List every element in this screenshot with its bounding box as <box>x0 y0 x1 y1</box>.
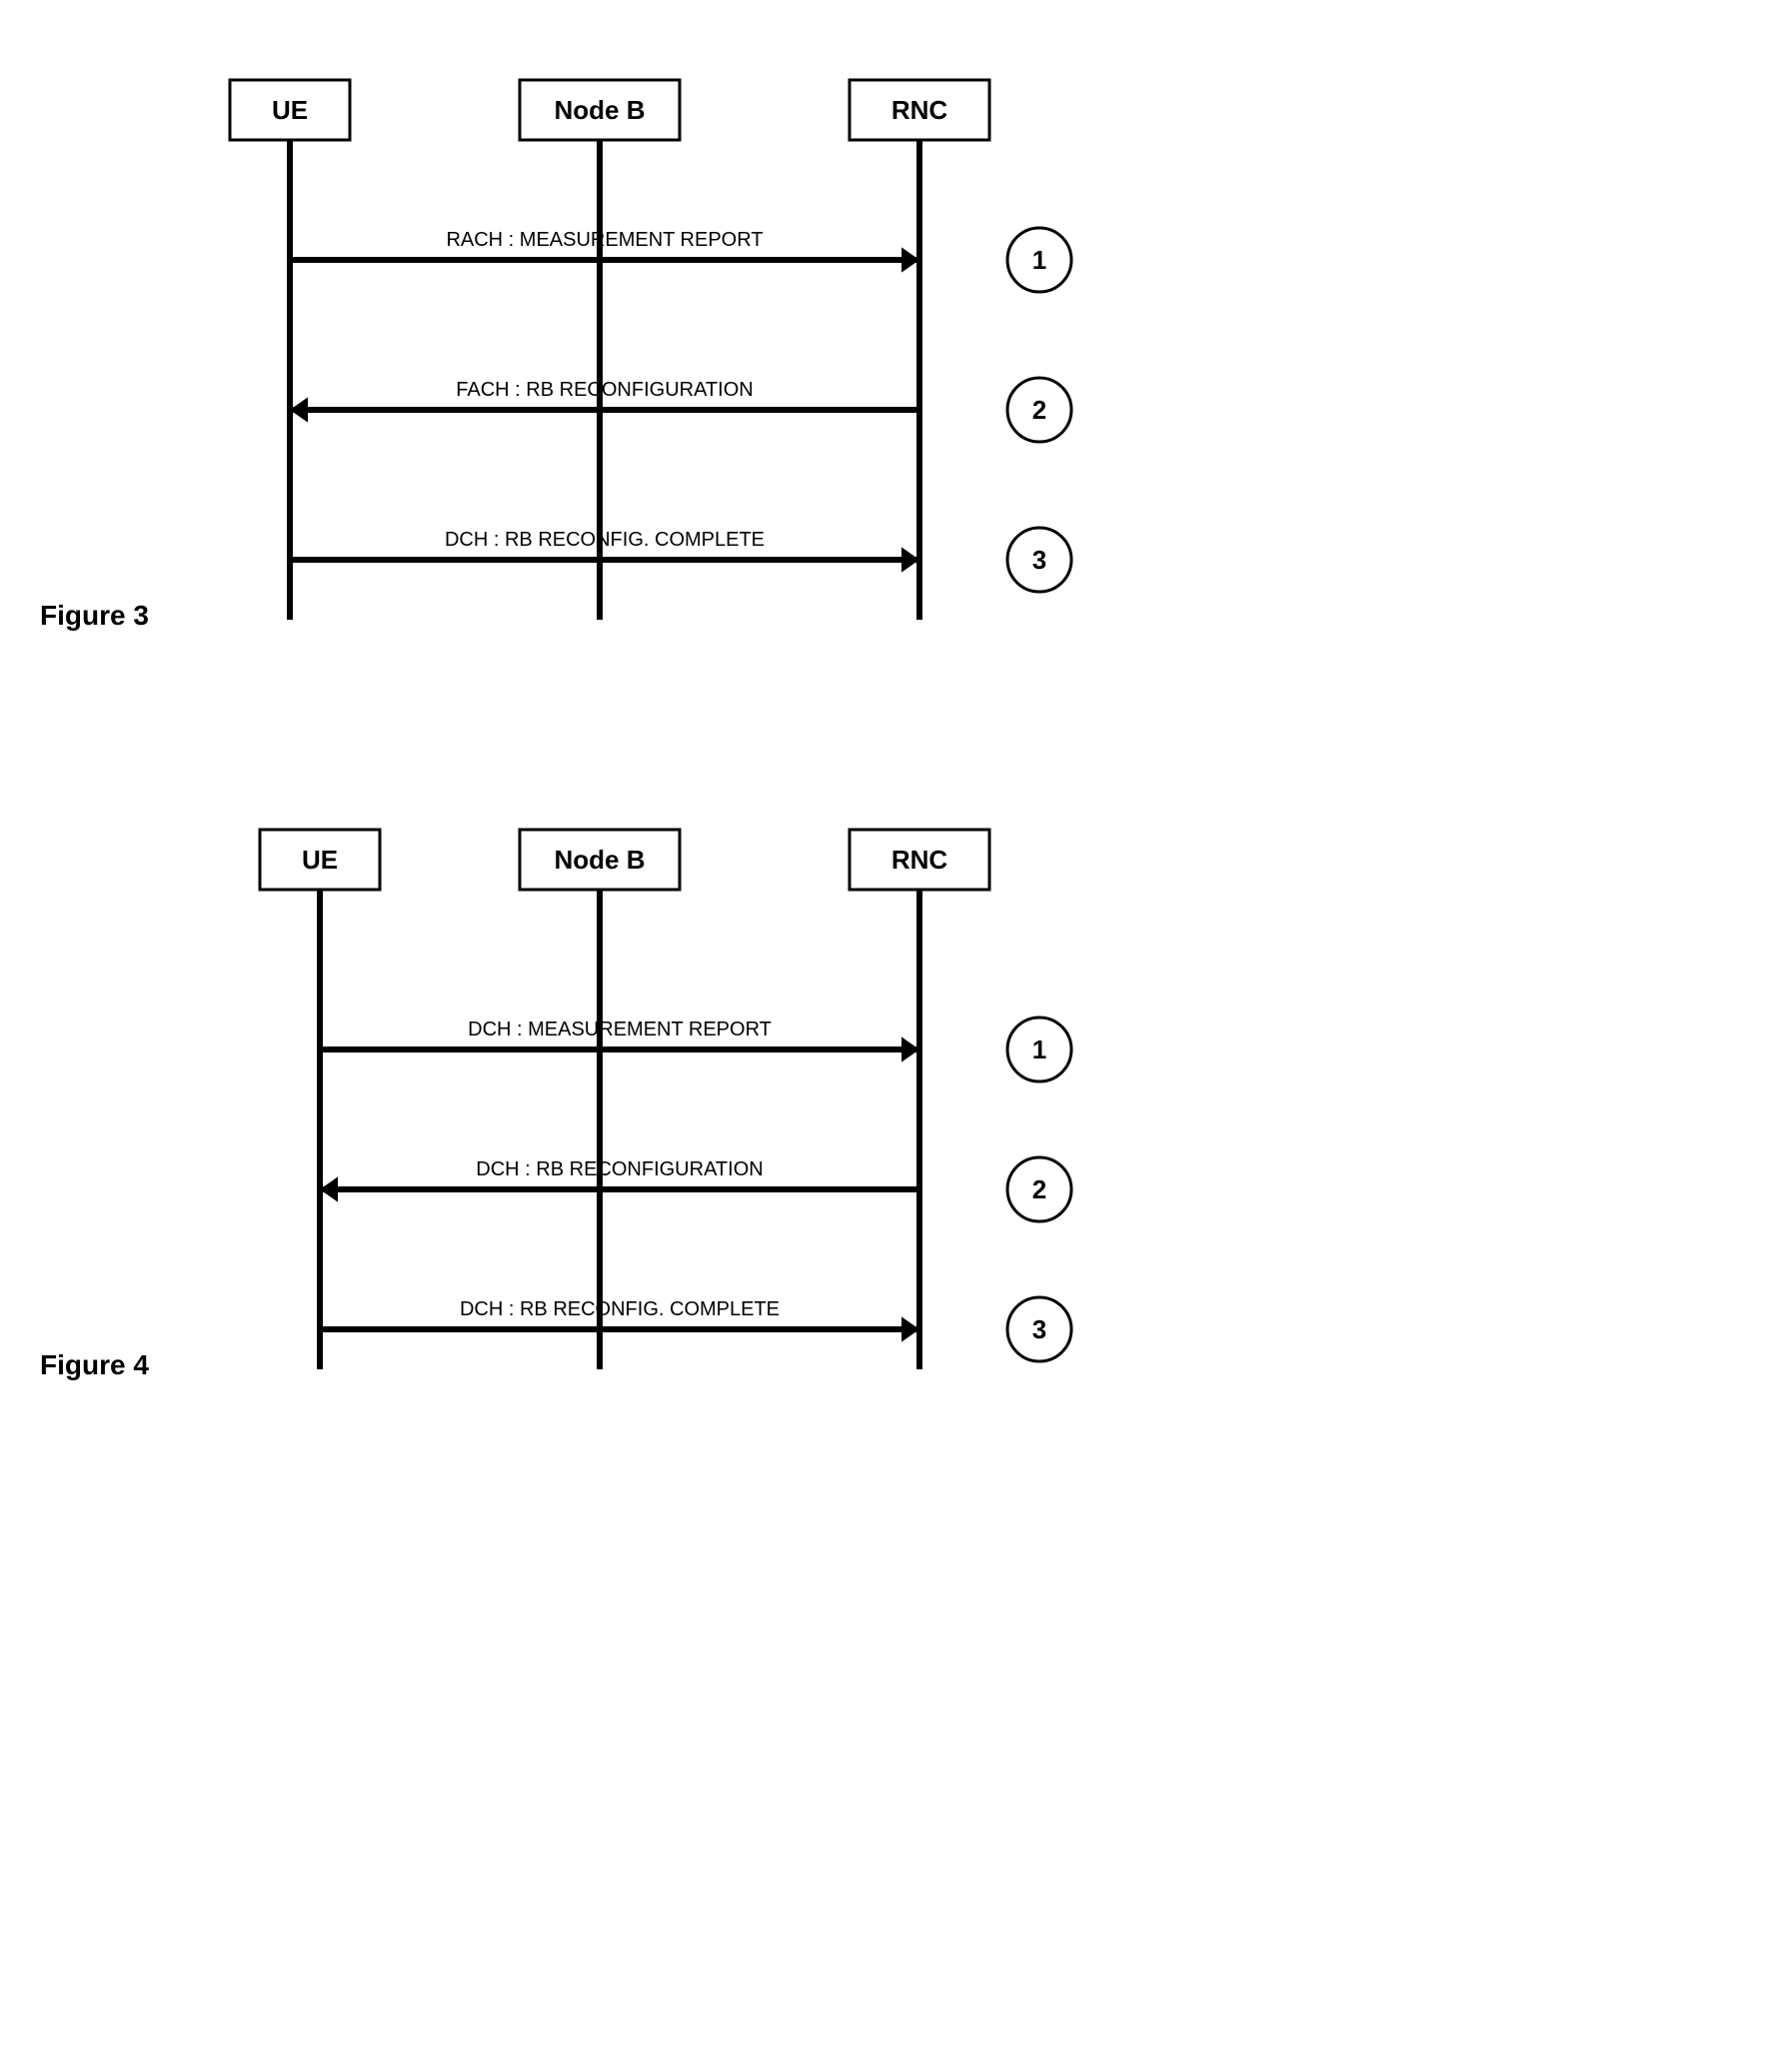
figure-3-label: Figure 3 <box>40 600 149 632</box>
figure-4-container: UE Node B RNC DCH : MEASUREMENT REPORT 1 DCH … <box>40 790 1139 1389</box>
step-number: 2 <box>1032 395 1046 425</box>
actor-label: Node B <box>555 95 646 125</box>
figure-4-label: Figure 4 <box>40 1349 149 1381</box>
actor-label: RNC <box>891 845 948 875</box>
message-label: DCH : RB RECONFIG. COMPLETE <box>460 1298 780 1320</box>
actor-label: UE <box>302 845 338 875</box>
step-number: 2 <box>1032 1174 1046 1204</box>
figure-3-container: UE Node B RNC RACH : MEASUREMENT REPORT 1 FAC… <box>40 40 1139 640</box>
actor-label: Node B <box>555 845 646 875</box>
step-number: 3 <box>1032 1314 1046 1344</box>
message-label: FACH : RB RECONFIGURATION <box>456 379 753 401</box>
figure-4-svg: UE Node B RNC DCH : MEASUREMENT REPORT 1 DCH … <box>40 790 1139 1389</box>
actor-label: UE <box>272 95 308 125</box>
message-label: DCH : RB RECONFIGURATION <box>476 1158 763 1180</box>
step-number: 1 <box>1032 1035 1046 1064</box>
message-label: DCH : MEASUREMENT REPORT <box>468 1019 772 1040</box>
actor-label: RNC <box>891 95 948 125</box>
step-number: 1 <box>1032 245 1046 275</box>
step-number: 3 <box>1032 545 1046 575</box>
figure-3-svg: UE Node B RNC RACH : MEASUREMENT REPORT 1 FAC… <box>40 40 1139 640</box>
message-label: DCH : RB RECONFIG. COMPLETE <box>445 529 765 551</box>
message-label: RACH : MEASUREMENT REPORT <box>446 229 763 251</box>
